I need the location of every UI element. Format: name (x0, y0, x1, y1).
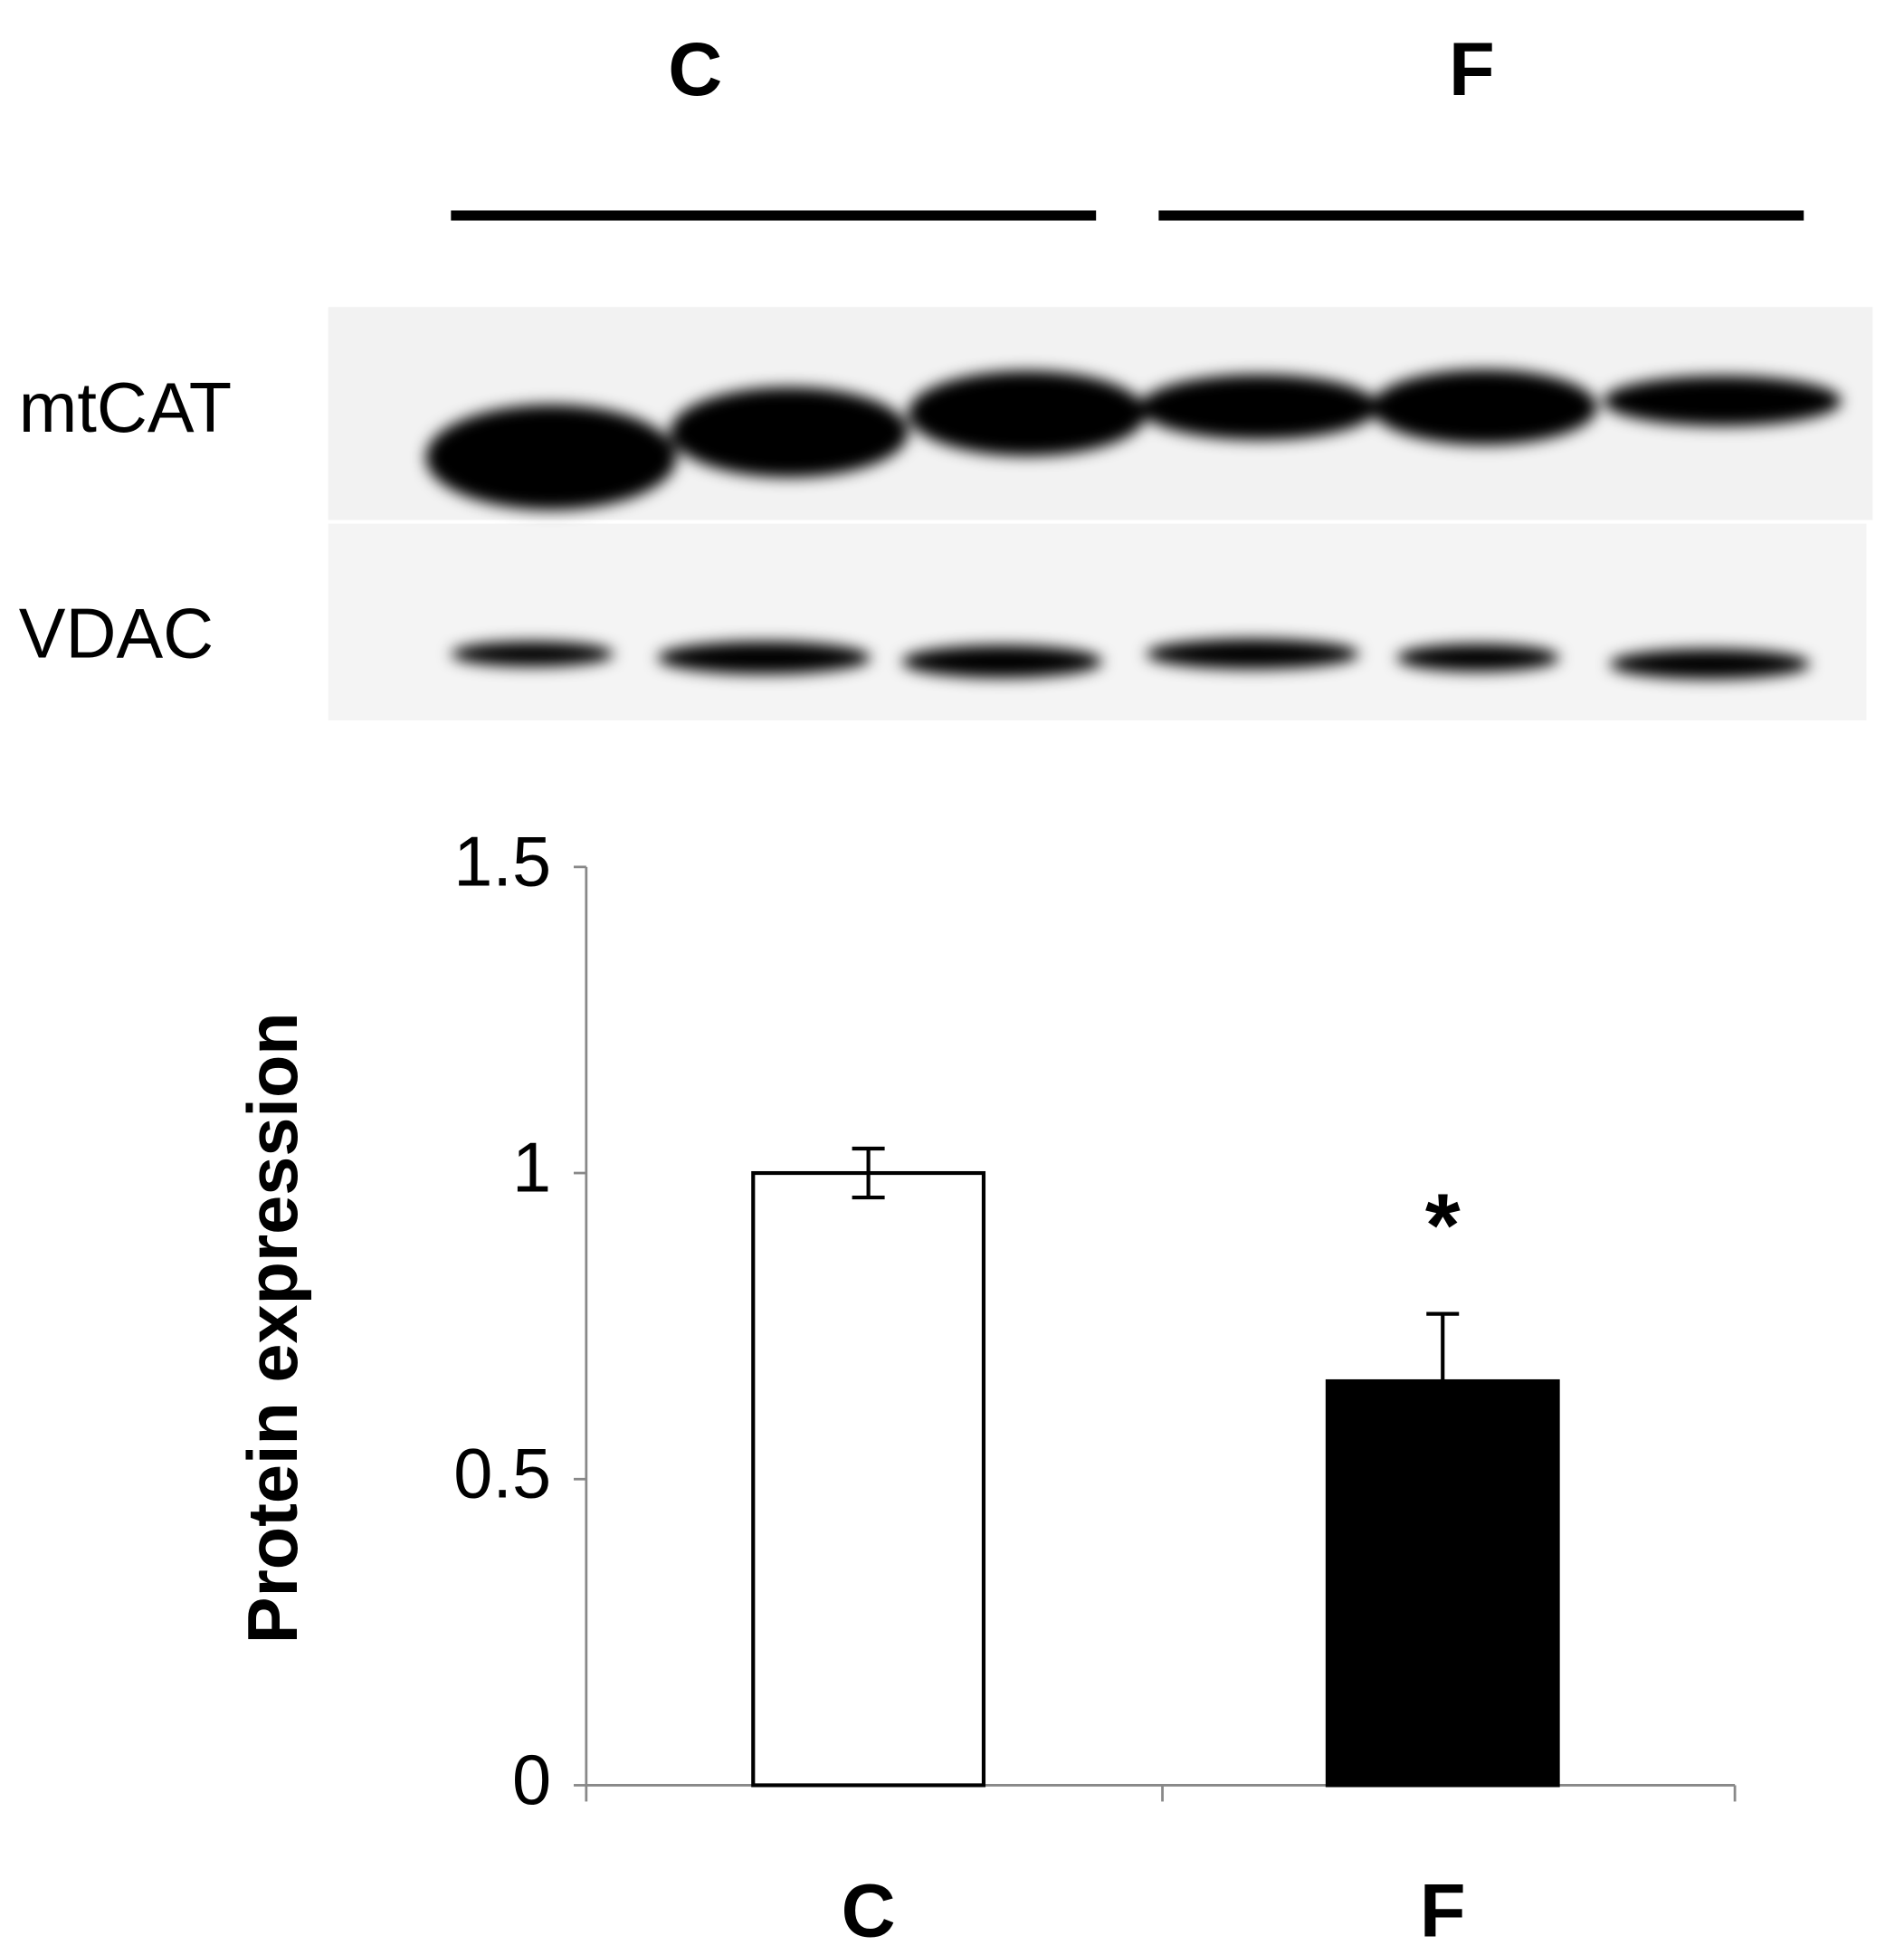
blot-panel (328, 307, 1873, 720)
annotation: * (1425, 1176, 1461, 1276)
y-axis-title: Protein expression (234, 1012, 312, 1644)
group-label: C (668, 27, 722, 111)
y-tick-label: 0 (512, 1741, 551, 1819)
row-label: VDAC (19, 595, 214, 672)
y-tick-label: 0.5 (453, 1435, 551, 1513)
group-label: F (1449, 27, 1495, 111)
x-tick-label: F (1420, 1869, 1466, 1953)
error-bar (852, 1146, 885, 1200)
row-label: mtCAT (19, 369, 232, 447)
bar (751, 1170, 986, 1788)
x-tick-label: C (842, 1869, 896, 1953)
error-bar (1426, 1311, 1460, 1451)
y-tick-label: 1 (512, 1130, 551, 1207)
y-tick-label: 1.5 (453, 823, 551, 901)
